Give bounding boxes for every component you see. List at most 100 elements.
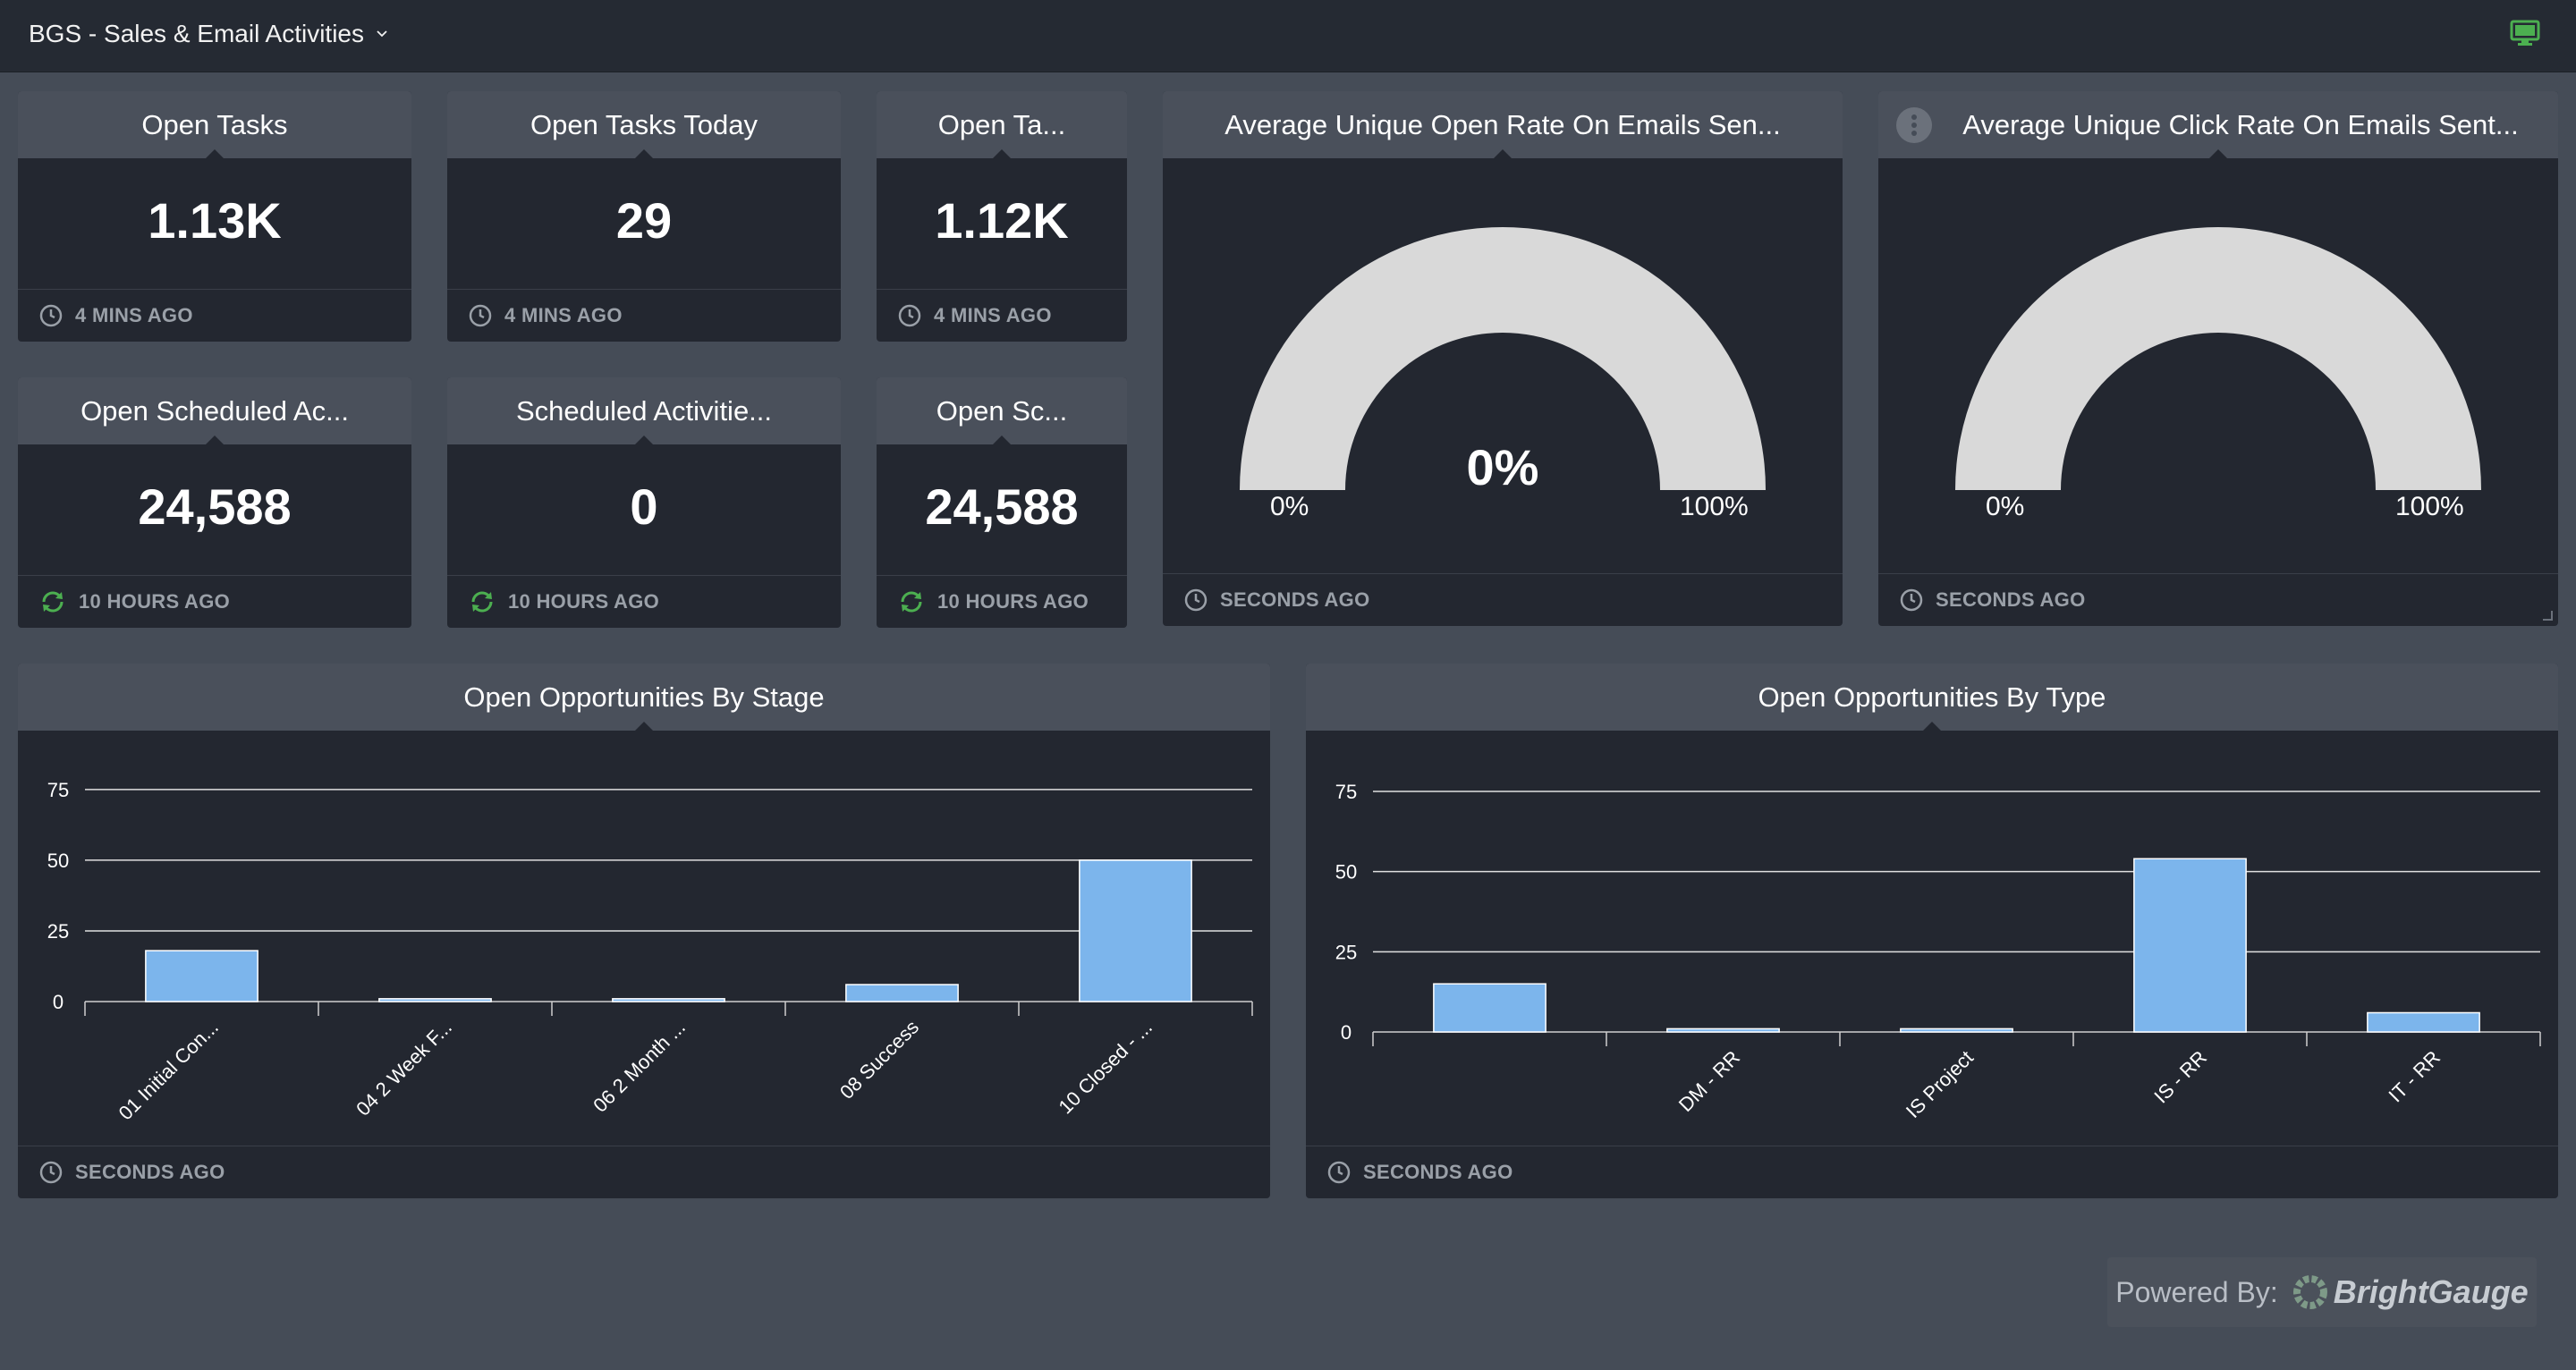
clock-icon (1900, 588, 1923, 612)
kpi-card[interactable]: Scheduled Activitie... 0 10 HOURS AGO (447, 377, 841, 628)
clock-icon (469, 304, 492, 327)
bar (1079, 859, 1192, 1002)
kpi-value: 29 (615, 192, 673, 249)
y-tick-label: 50 (1335, 861, 1357, 884)
updated-text: 10 HOURS AGO (937, 590, 1089, 613)
kpi-card[interactable]: Open Tasks 1.13K 4 MINS AGO (18, 91, 411, 342)
updated-text: SECONDS AGO (1936, 588, 2086, 611)
dashboard-title: BGS - Sales & Email Activities (29, 20, 365, 47)
card-footer: SECONDS AGO (1306, 1146, 2558, 1198)
monitor-icon[interactable] (2510, 20, 2540, 47)
x-tick-label: 04 2 Week F... (352, 1016, 456, 1121)
bar (1900, 1028, 2013, 1033)
kpi-card[interactable]: Open Ta... 1.12K 4 MINS AGO (877, 91, 1127, 342)
y-tick-label: 25 (1335, 941, 1357, 963)
dashboard-selector[interactable]: BGS - Sales & Email Activities (29, 20, 387, 48)
gauge-card-open-rate[interactable]: Average Unique Open Rate On Emails Sen..… (1163, 91, 1843, 626)
card-title: Average Unique Click Rate On Emails Sent… (1878, 91, 2558, 158)
clock-icon (1184, 588, 1208, 612)
bar (2367, 1011, 2480, 1033)
clock-icon (39, 304, 63, 327)
card-footer: 10 HOURS AGO (447, 575, 841, 628)
updated-text: 4 MINS AGO (504, 304, 623, 326)
bar-chart-by-type: 0 25 50 75 DM - RR IS Project IS - RR IT - RR (1335, 781, 2541, 1122)
resize-handle-icon[interactable] (2542, 610, 2553, 621)
bar (145, 950, 258, 1002)
kpi-value: 0 (630, 478, 658, 535)
x-tick-label: IT - RR (2385, 1046, 2445, 1107)
card-footer: 10 HOURS AGO (877, 575, 1127, 628)
gauge-max-label: 100% (2395, 492, 2464, 521)
card-title: Open Tasks (18, 91, 411, 158)
brightgauge-logo-icon (2292, 1275, 2327, 1309)
updated-text: SECONDS AGO (1363, 1161, 1513, 1183)
y-tick-label: 25 (47, 920, 69, 943)
updated-text: SECONDS AGO (75, 1161, 225, 1183)
kpi-value: 1.12K (935, 192, 1069, 249)
card-footer: 4 MINS AGO (447, 289, 841, 342)
updated-text: SECONDS AGO (1220, 588, 1370, 611)
card-title: Open Tasks Today (447, 91, 841, 158)
gauge-value: 0% (1466, 439, 1539, 495)
card-footer: 4 MINS AGO (18, 289, 411, 342)
bar (1666, 1028, 1780, 1033)
kpi-card[interactable]: Open Scheduled Ac... 24,588 10 HOURS AGO (18, 377, 411, 628)
powered-by-badge[interactable]: Powered By: BrightGauge (2107, 1257, 2537, 1327)
bar (845, 984, 959, 1002)
card-footer: SECONDS AGO (1163, 573, 1843, 626)
y-tick-label: 75 (1335, 781, 1357, 803)
x-tick-label: DM - RR (1674, 1046, 1744, 1116)
kpi-card[interactable]: Open Sc... 24,588 10 HOURS AGO (877, 377, 1127, 628)
bar (1433, 983, 1546, 1033)
chevron-down-icon (377, 30, 387, 38)
kpi-value: 24,588 (925, 478, 1079, 535)
gauge-max-label: 100% (1680, 492, 1749, 521)
gauge-min-label: 0% (1986, 492, 2025, 521)
card-footer: SECONDS AGO (1878, 573, 2558, 626)
gauge-min-label: 0% (1270, 492, 1309, 521)
chart-card-by-stage[interactable]: Open Opportunities By Stage 0 25 50 75 01 In… (18, 664, 1270, 1198)
top-bar: BGS - Sales & Email Activities (0, 0, 2576, 72)
updated-text: 4 MINS AGO (75, 304, 193, 326)
card-title: Open Opportunities By Stage (18, 664, 1270, 731)
clock-icon (898, 304, 921, 327)
x-tick-label: 06 2 Month ... (589, 1016, 690, 1117)
bar (612, 998, 725, 1002)
bar (378, 998, 492, 1002)
x-tick-label: IS - RR (2149, 1046, 2211, 1108)
gauge-arc (1955, 227, 2481, 490)
refresh-icon (901, 591, 922, 613)
updated-text: 4 MINS AGO (934, 304, 1052, 326)
y-tick-label: 50 (47, 850, 69, 872)
y-tick-label: 75 (47, 779, 69, 801)
kpi-value: 1.13K (148, 192, 282, 249)
options-icon[interactable] (1896, 107, 1932, 143)
x-tick-label: 01 Initial Con... (114, 1016, 223, 1124)
card-title: Open Scheduled Ac... (18, 377, 411, 444)
card-title: Scheduled Activitie... (447, 377, 841, 444)
card-title: Open Ta... (877, 91, 1127, 158)
clock-icon (1327, 1161, 1351, 1184)
kpi-value: 24,588 (138, 478, 292, 535)
y-tick-label: 0 (53, 991, 64, 1013)
card-title: Open Opportunities By Type (1306, 664, 2558, 731)
brand-name: BrightGauge (2333, 1273, 2529, 1310)
clock-icon (39, 1161, 63, 1184)
kpi-card[interactable]: Open Tasks Today 29 4 MINS AGO (447, 91, 841, 342)
x-tick-label: 10 Closed - ... (1055, 1016, 1157, 1119)
card-footer: 4 MINS AGO (877, 289, 1127, 342)
y-tick-label: 0 (1341, 1021, 1352, 1044)
card-title: Open Sc... (877, 377, 1127, 444)
refresh-icon (42, 591, 64, 613)
brand-logo: BrightGauge (2292, 1273, 2529, 1311)
chart-card-by-type[interactable]: Open Opportunities By Type 0 25 50 75 DM - R… (1306, 664, 2558, 1198)
updated-text: 10 HOURS AGO (79, 590, 231, 613)
bar (2133, 858, 2247, 1033)
x-tick-label: IS Project (1902, 1046, 1978, 1122)
gauge-arc (1240, 227, 1766, 490)
card-footer: 10 HOURS AGO (18, 575, 411, 628)
x-tick-label: 08 Success (835, 1016, 923, 1104)
gauge-card-click-rate[interactable]: Average Unique Click Rate On Emails Sent… (1878, 91, 2558, 626)
powered-by-label: Powered By: (2115, 1275, 2278, 1308)
refresh-icon (471, 591, 493, 613)
